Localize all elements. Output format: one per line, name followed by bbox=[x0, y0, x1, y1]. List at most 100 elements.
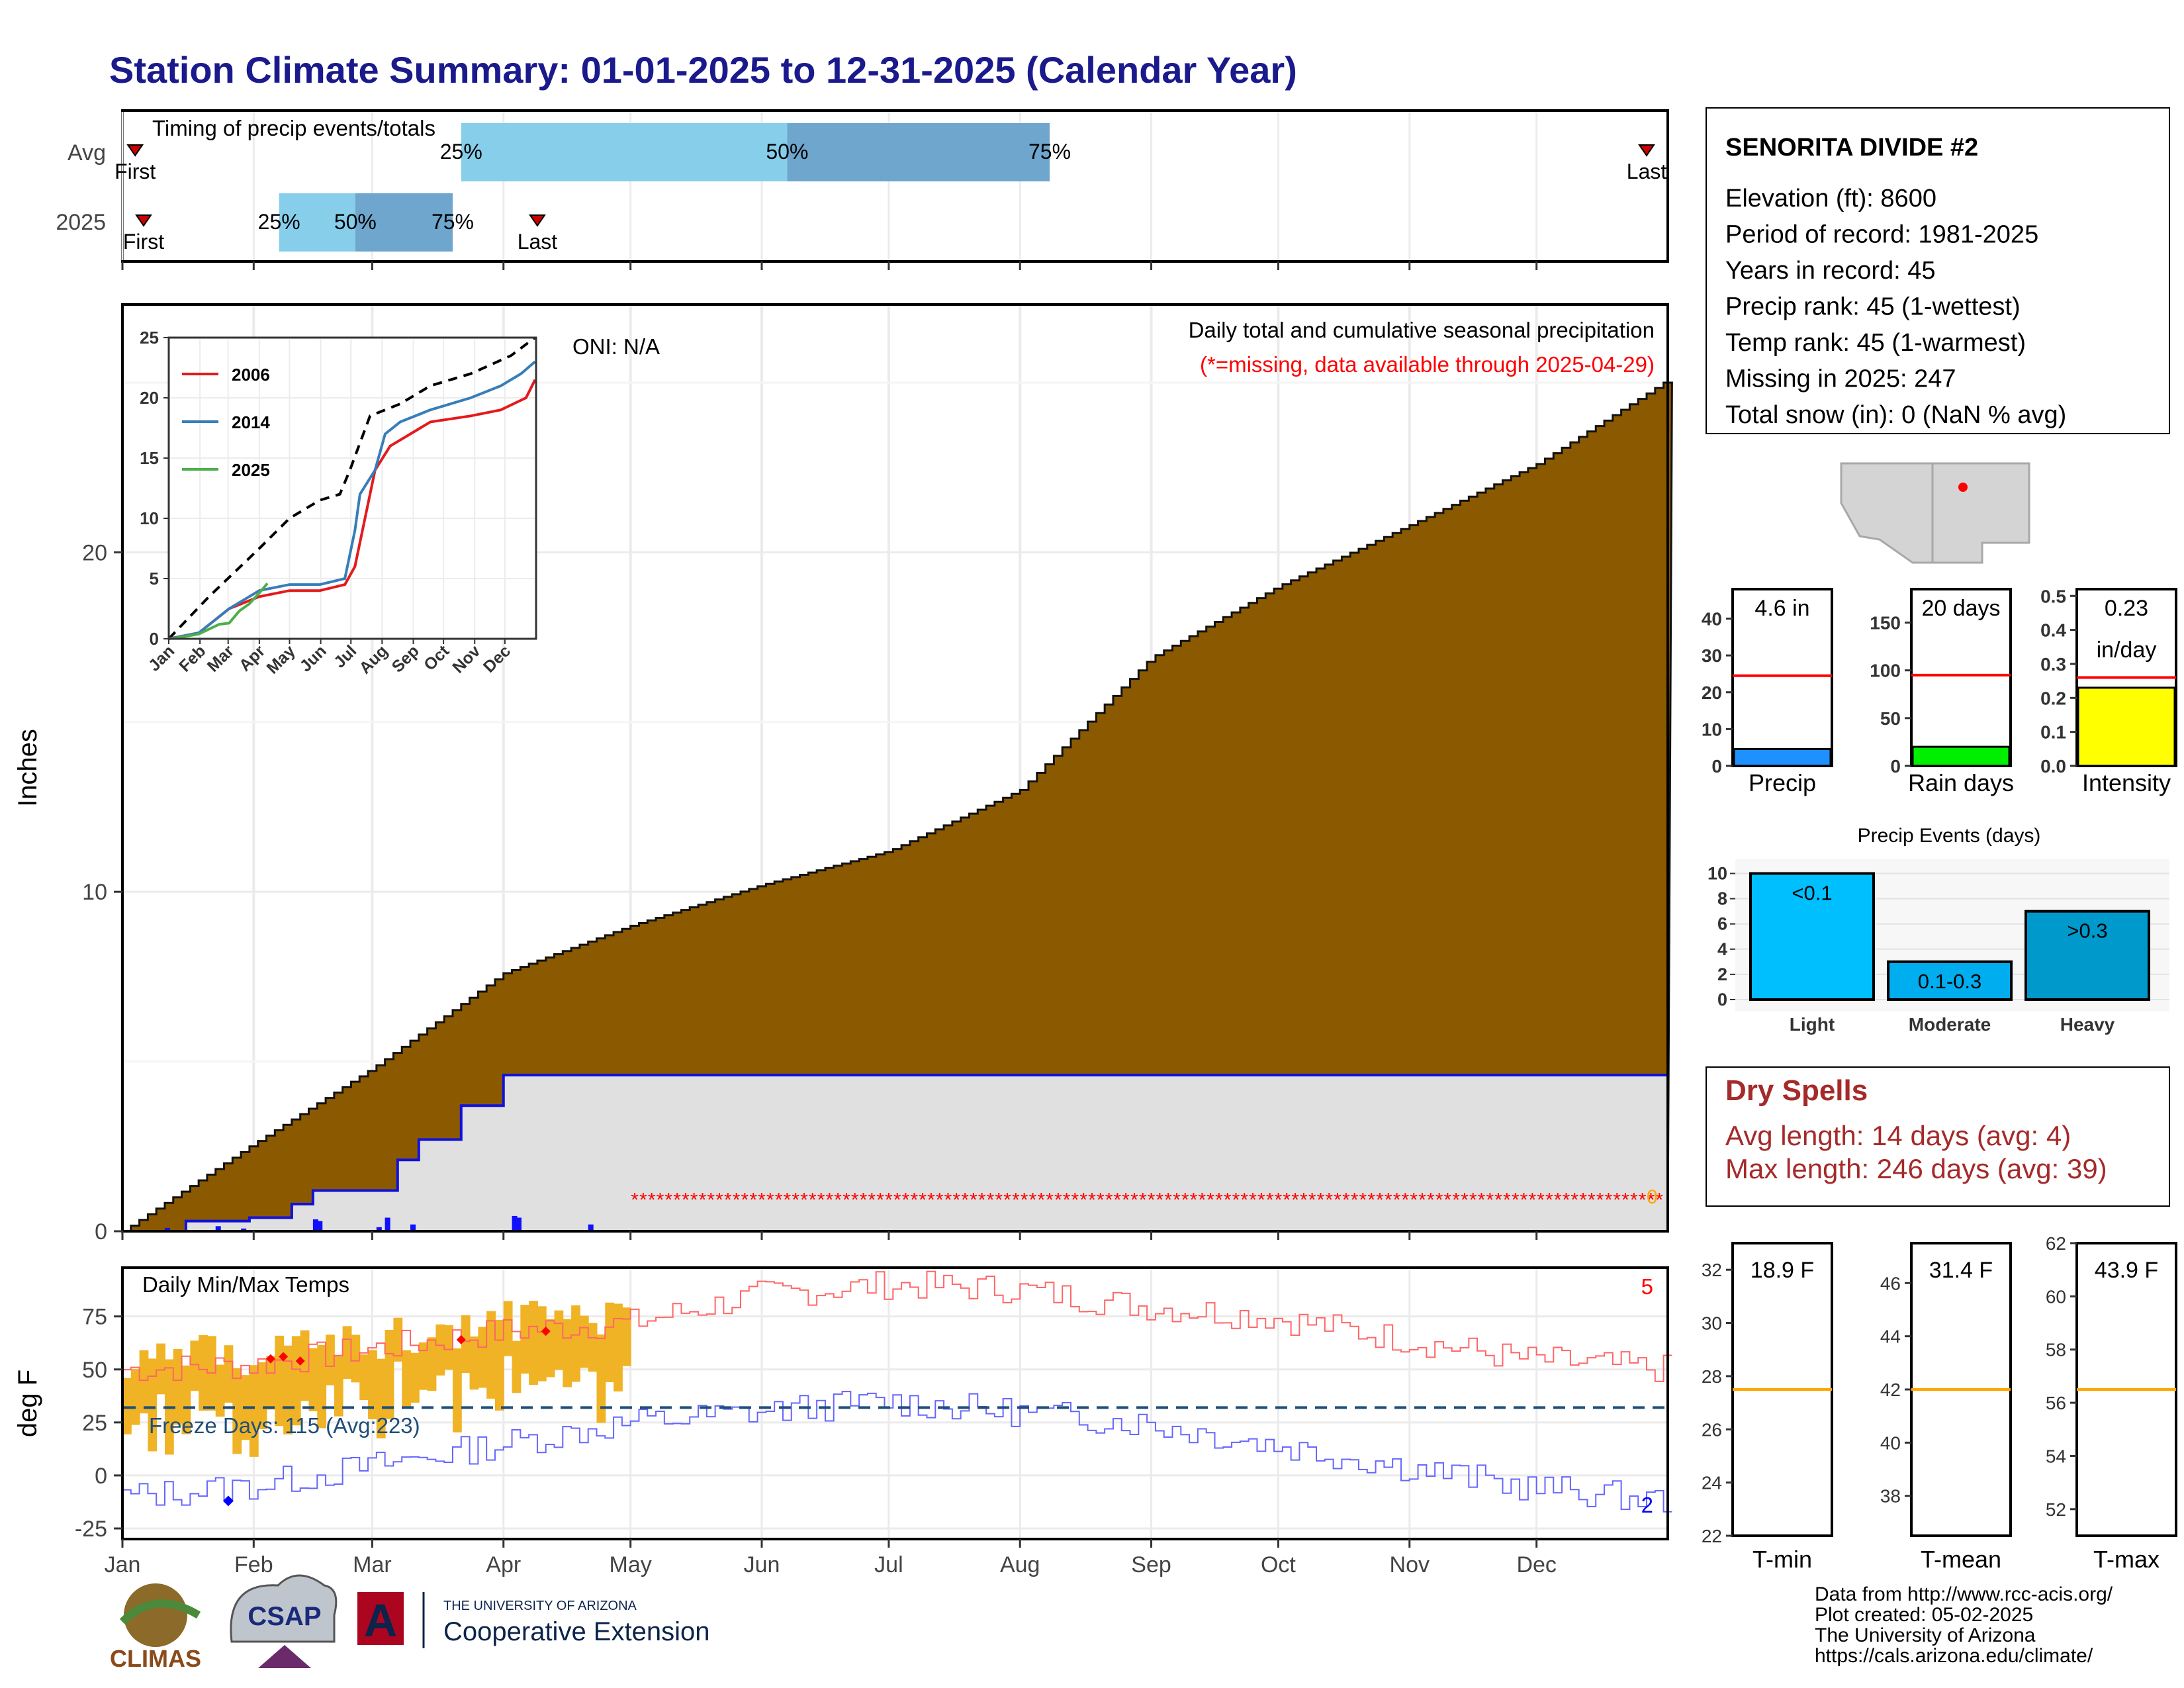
month-label: Jan bbox=[105, 1552, 141, 1577]
missing-marker: * bbox=[825, 1190, 833, 1211]
timing-title: Timing of precip events/totals bbox=[152, 116, 435, 140]
month-label: Nov bbox=[1390, 1552, 1430, 1577]
timing-marker-icon bbox=[135, 214, 152, 227]
precip-frame bbox=[121, 303, 1669, 1233]
missing-marker: * bbox=[1206, 1190, 1214, 1211]
temp-summary-y-tick-label: 62 bbox=[2046, 1233, 2066, 1254]
summary-y-tick-label: 0.4 bbox=[2040, 620, 2066, 641]
missing-marker: * bbox=[817, 1190, 825, 1211]
summary-bars: 0 10 20 30 40 4.6 in Precip 0 50 100 150 20 days Rai… bbox=[1702, 586, 2177, 796]
missing-marker: * bbox=[961, 1190, 969, 1211]
daily-temp-bar bbox=[334, 1356, 343, 1417]
precip-y-tick-label: 10 bbox=[82, 880, 107, 905]
missing-marker: * bbox=[1257, 1190, 1265, 1211]
daily-temp-bar bbox=[461, 1315, 471, 1374]
summary-y-tick-label: 150 bbox=[1870, 613, 1901, 633]
temp-y-label: deg F bbox=[13, 1370, 42, 1437]
daily-precip-bar bbox=[385, 1217, 390, 1231]
daily-precip-bar bbox=[376, 1227, 382, 1231]
events-category-label: Light bbox=[1790, 1014, 1835, 1035]
station-info-line: Period of record: 1981-2025 bbox=[1725, 221, 2038, 249]
inset-y-tick-label: 0 bbox=[150, 629, 159, 649]
missing-marker: * bbox=[784, 1190, 792, 1211]
tmax-record-marker-icon bbox=[295, 1356, 305, 1366]
timing-marker-label: Last bbox=[1627, 160, 1667, 183]
inset-y-tick-label: 10 bbox=[140, 508, 159, 528]
daily-temp-bar bbox=[291, 1336, 301, 1426]
ua-logo: A THE UNIVERSITY OF ARIZONA Cooperative … bbox=[357, 1592, 709, 1648]
summary-label-intensity: Intensity bbox=[2082, 769, 2171, 796]
missing-marker: * bbox=[792, 1190, 799, 1211]
events-y-tick-label: 0 bbox=[1717, 990, 1727, 1009]
daily-temp-bar bbox=[122, 1378, 132, 1434]
locator-map bbox=[1840, 461, 2032, 564]
daily-temp-bar bbox=[308, 1348, 318, 1411]
station-info-line: Precip rank: 45 (1-wettest) bbox=[1725, 293, 2021, 321]
cumulative-2025-area bbox=[122, 1074, 1669, 1233]
timing-marker-icon bbox=[126, 144, 144, 157]
daily-temp-bar bbox=[545, 1319, 555, 1378]
missing-marker: * bbox=[1012, 1190, 1020, 1211]
tmax-record-marker-icon bbox=[265, 1354, 275, 1364]
daily-temp-bar bbox=[376, 1358, 386, 1438]
missing-marker: * bbox=[970, 1190, 978, 1211]
missing-marker: * bbox=[1427, 1190, 1435, 1211]
missing-marker: * bbox=[758, 1190, 766, 1211]
inset-legend-label: 2006 bbox=[232, 365, 270, 385]
timing-row-avg: Avg bbox=[68, 140, 106, 165]
missing-marker: * bbox=[1402, 1190, 1410, 1211]
daily-temp-bar bbox=[385, 1330, 394, 1419]
temp-summary-y-tick-label: 60 bbox=[2046, 1286, 2066, 1307]
csap-text: CSAP bbox=[248, 1602, 321, 1631]
summary-label-raindays: Rain days bbox=[1908, 769, 2014, 796]
missing-marker: * bbox=[1215, 1190, 1223, 1211]
tmax-line bbox=[122, 1270, 1672, 1382]
daily-temp-bar bbox=[435, 1324, 445, 1376]
missing-marker: * bbox=[1494, 1190, 1502, 1211]
temp-summary-y-tick-label: 40 bbox=[1880, 1432, 1901, 1453]
inset-frame bbox=[167, 336, 537, 640]
missing-marker: * bbox=[724, 1190, 732, 1211]
missing-count: 0 bbox=[1647, 1186, 1658, 1208]
temp-plot-bg bbox=[122, 1268, 1668, 1539]
missing-marker: * bbox=[1232, 1190, 1240, 1211]
temp-y-tick-label: -25 bbox=[75, 1517, 107, 1542]
events-bar-heavy bbox=[2025, 910, 2150, 1001]
missing-marker: * bbox=[1181, 1190, 1189, 1211]
missing-marker: * bbox=[707, 1190, 715, 1211]
summary-y-tick-label: 10 bbox=[1702, 719, 1722, 739]
timing-bar-50-75 bbox=[787, 123, 1050, 181]
missing-marker: * bbox=[1071, 1190, 1079, 1211]
daily-temp-bar bbox=[588, 1323, 598, 1372]
temp-summary-y-tick-label: 32 bbox=[1702, 1260, 1722, 1280]
footer-line: Plot created: 05-02-2025 bbox=[1815, 1604, 2033, 1626]
timing-bar-50-75 bbox=[355, 193, 453, 252]
missing-marker: * bbox=[1596, 1190, 1604, 1211]
events-bar-label: <0.1 bbox=[1792, 882, 1832, 905]
climas-swoosh-icon bbox=[119, 1599, 201, 1625]
missing-marker: * bbox=[1435, 1190, 1443, 1211]
missing-note: (*=missing, data available through 2025-… bbox=[1200, 352, 1655, 377]
timing-pct-label: 75% bbox=[1028, 140, 1071, 164]
missing-marker: * bbox=[995, 1190, 1003, 1211]
missing-marker: * bbox=[1164, 1190, 1172, 1211]
missing-marker: * bbox=[1088, 1190, 1096, 1211]
missing-marker: * bbox=[1334, 1190, 1342, 1211]
tmin-record-count: 2 bbox=[1641, 1493, 1653, 1517]
daily-temp-bar bbox=[537, 1306, 547, 1382]
daily-temp-bar bbox=[621, 1307, 631, 1366]
missing-marker: * bbox=[1469, 1190, 1477, 1211]
events-y-tick-label: 8 bbox=[1717, 889, 1727, 909]
inset-y-tick-label: 20 bbox=[140, 388, 159, 408]
month-label: Feb bbox=[234, 1552, 273, 1577]
daily-temp-bar bbox=[156, 1343, 165, 1395]
timing-panel: Timing of precip events/totals Avg 2025 … bbox=[56, 109, 1669, 270]
state-map bbox=[1840, 462, 2030, 564]
missing-marker: * bbox=[1266, 1190, 1274, 1211]
missing-marker: * bbox=[1003, 1190, 1011, 1211]
missing-marker: * bbox=[1351, 1190, 1359, 1211]
dry-spell-title: Dry Spells bbox=[1725, 1074, 1868, 1107]
summary-box-precip bbox=[1731, 588, 1833, 767]
missing-marker: * bbox=[1148, 1190, 1156, 1211]
